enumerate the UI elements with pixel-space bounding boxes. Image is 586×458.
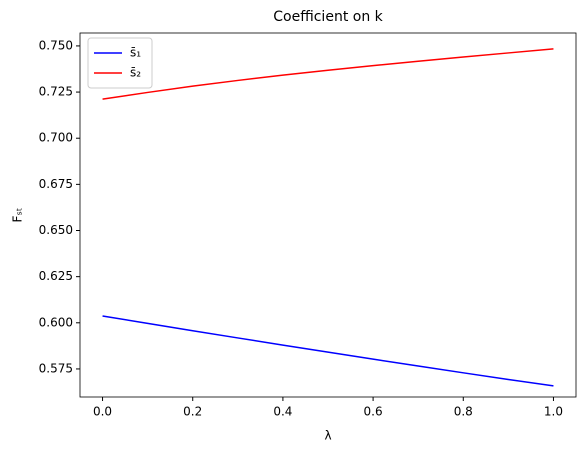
plot-frame — [79, 32, 577, 398]
legend-label: s̄₁ — [130, 46, 141, 60]
line — [102, 48, 554, 100]
legend-box — [87, 37, 153, 89]
y-tick-label: 0.750 — [39, 38, 73, 52]
x-axis-label: λ — [324, 429, 331, 443]
x-tick-label: 0.2 — [183, 405, 202, 419]
x-tick-label: 0.8 — [454, 405, 473, 419]
y-tick-label: 0.575 — [39, 361, 73, 375]
y-tick-label: 0.725 — [39, 85, 73, 99]
y-tick-label: 0.675 — [39, 177, 73, 191]
x-tick-label: 0.0 — [93, 405, 112, 419]
line — [102, 315, 554, 387]
y-axis-label: Fₛₜ — [11, 208, 25, 223]
chart-title: Coefficient on k — [273, 9, 383, 25]
legend-label: s̄₂ — [130, 66, 141, 80]
y-tick-label: 0.600 — [39, 315, 73, 329]
y-tick-label: 0.650 — [39, 223, 73, 237]
x-tick-label: 0.6 — [364, 405, 383, 419]
y-tick-label: 0.625 — [39, 269, 73, 283]
x-tick-label: 1.0 — [544, 405, 563, 419]
x-tick-label: 0.4 — [273, 405, 292, 419]
y-tick-label: 0.700 — [39, 131, 73, 145]
